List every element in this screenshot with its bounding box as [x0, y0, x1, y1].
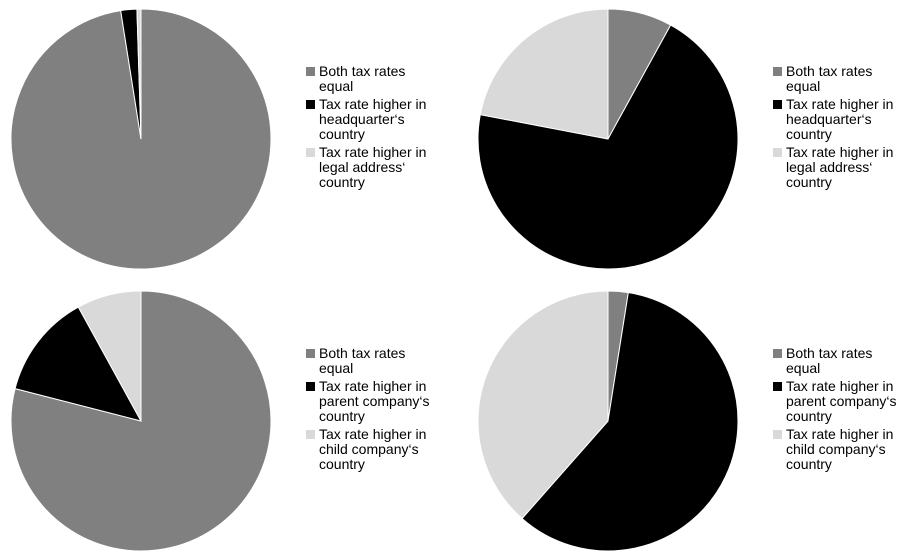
legend-swatch	[773, 349, 782, 358]
legend-2: Both tax rates equal Tax rate higher in …	[773, 64, 923, 193]
legend-item: Tax rate higher in headquarter‘s country	[773, 97, 923, 142]
pie-chart-1	[10, 8, 272, 270]
legend-swatch	[773, 382, 782, 391]
pie-slice	[14, 306, 142, 422]
legend-swatch	[306, 67, 315, 76]
chart-panel-2: Both tax rates equal Tax rate higher in …	[461, 0, 922, 275]
legend-label: Both tax rates equal	[786, 345, 873, 376]
legend-item: Both tax rates equal	[773, 346, 923, 376]
legend-item: Tax rate higher in headquarter‘s country	[306, 97, 466, 142]
legend-item: Tax rate higher in child company‘s count…	[306, 427, 466, 472]
legend-label: Both tax rates equal	[319, 63, 406, 94]
legend-item: Tax rate higher in child company‘s count…	[773, 427, 923, 472]
legend-label: Tax rate higher in headquarter‘s country	[786, 96, 894, 142]
legend-swatch	[773, 430, 782, 439]
legend-item: Tax rate higher in legal address‘ countr…	[773, 145, 923, 190]
legend-3: Both tax rates equal Tax rate higher in …	[306, 346, 466, 475]
legend-label: Tax rate higher in child company‘s count…	[786, 426, 894, 472]
legend-swatch	[306, 382, 315, 391]
legend-swatch	[306, 430, 315, 439]
legend-item: Both tax rates equal	[306, 346, 466, 376]
legend-label: Tax rate higher in parent company‘s coun…	[319, 378, 430, 424]
pie-chart-4	[477, 290, 739, 552]
legend-label: Tax rate higher in headquarter‘s country	[319, 96, 427, 142]
legend-item: Both tax rates equal	[306, 64, 466, 94]
legend-label: Tax rate higher in legal address‘ countr…	[319, 144, 427, 190]
legend-4: Both tax rates equal Tax rate higher in …	[773, 346, 923, 475]
legend-swatch	[306, 100, 315, 109]
legend-swatch	[773, 67, 782, 76]
pie-slice	[479, 8, 609, 140]
legend-item: Tax rate higher in parent company‘s coun…	[306, 379, 466, 424]
legend-swatch	[773, 148, 782, 157]
legend-label: Tax rate higher in child company‘s count…	[319, 426, 427, 472]
legend-item: Tax rate higher in parent company‘s coun…	[773, 379, 923, 424]
chart-panel-3: Both tax rates equal Tax rate higher in …	[0, 275, 461, 552]
legend-1: Both tax rates equal Tax rate higher in …	[306, 64, 466, 193]
legend-label: Tax rate higher in legal address‘ countr…	[786, 144, 894, 190]
pie-chart-2	[477, 8, 739, 270]
pie-slice	[477, 24, 739, 270]
pie-slice	[477, 290, 609, 520]
legend-label: Both tax rates equal	[786, 63, 873, 94]
legend-item: Both tax rates equal	[773, 64, 923, 94]
pie-chart-3	[10, 290, 272, 552]
legend-item: Tax rate higher in legal address‘ countr…	[306, 145, 466, 190]
chart-panel-1: Both tax rates equal Tax rate higher in …	[0, 0, 461, 275]
pie-slice	[521, 292, 739, 552]
legend-label: Tax rate higher in parent company‘s coun…	[786, 378, 897, 424]
pie-slice	[77, 290, 142, 422]
pie-slice	[136, 8, 142, 140]
legend-swatch	[773, 100, 782, 109]
legend-swatch	[306, 148, 315, 157]
legend-swatch	[306, 349, 315, 358]
legend-label: Both tax rates equal	[319, 345, 406, 376]
chart-panel-4: Both tax rates equal Tax rate higher in …	[461, 275, 923, 552]
